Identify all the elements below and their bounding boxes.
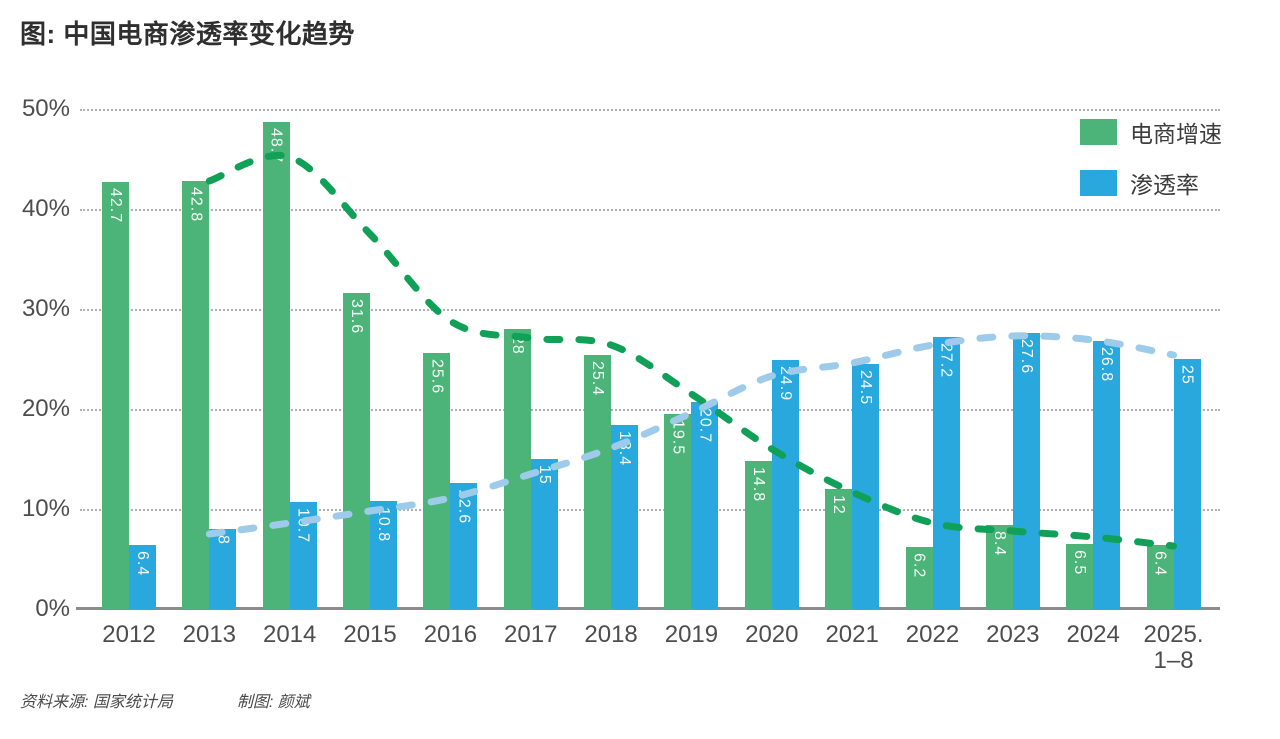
x-tick-label: 2012 bbox=[102, 621, 156, 648]
x-tick-label: 2017 bbox=[504, 621, 558, 648]
growth-bar bbox=[1066, 544, 1094, 609]
legend: 电商增速 渗透率 bbox=[1080, 115, 1222, 217]
x-tick-label: 2013 bbox=[182, 621, 237, 648]
x-tick-label: 2016 bbox=[423, 621, 478, 648]
bar-value-label: 6.5 bbox=[1071, 550, 1089, 576]
bar-value-label: 12.6 bbox=[455, 489, 473, 525]
y-axis-tick-label: 10% bbox=[21, 495, 70, 522]
chart-footer: 资料来源: 国家统计局 制图: 颜斌 bbox=[20, 688, 310, 712]
bar-value-label: 10.7 bbox=[294, 508, 312, 544]
penetration-bar bbox=[1012, 333, 1040, 609]
x-tick-label: 2018 bbox=[584, 621, 638, 648]
y-axis-tick-label: 40% bbox=[21, 195, 70, 222]
gridline bbox=[80, 209, 1220, 211]
bar-value-label: 27.6 bbox=[1017, 339, 1035, 375]
bar-value-label: 8.4 bbox=[990, 531, 1008, 557]
bar-value-label: 25.6 bbox=[428, 359, 446, 395]
bar-value-label: 48.7 bbox=[267, 128, 285, 164]
growth-bar bbox=[262, 122, 290, 609]
bar-value-label: 28 bbox=[508, 335, 526, 355]
y-axis-tick-label: 30% bbox=[21, 295, 70, 322]
bar-value-label: 19.5 bbox=[669, 420, 687, 456]
bar-value-label: 42.7 bbox=[107, 188, 124, 224]
x-tick-label: 2025. 1–8 bbox=[1143, 621, 1204, 675]
credit-label: 制图: 颜斌 bbox=[236, 694, 310, 711]
growth-bar bbox=[1146, 545, 1174, 609]
legend-label-penetration: 渗透率 bbox=[1130, 172, 1199, 198]
legend-swatch-growth-icon bbox=[1080, 119, 1117, 145]
x-tick-label: 2020 bbox=[745, 621, 799, 648]
x-tick-label: 2022 bbox=[905, 621, 960, 648]
bar-value-label: 8 bbox=[214, 535, 232, 545]
legend-item-growth: 电商增速 bbox=[1080, 115, 1222, 149]
bar-value-label: 25.4 bbox=[589, 361, 607, 397]
bar-value-label: 6.4 bbox=[1151, 551, 1169, 577]
penetration-bar bbox=[129, 545, 156, 609]
bar-value-label: 10.8 bbox=[375, 507, 393, 543]
bar-value-label: 20.7 bbox=[696, 408, 714, 444]
chart-title: 图: 中国电商渗透率变化趋势 bbox=[20, 19, 355, 49]
x-tick-label: 2019 bbox=[664, 621, 719, 648]
bar-value-label: 24.5 bbox=[857, 370, 875, 406]
penetration-bar bbox=[1173, 359, 1201, 609]
growth-bar bbox=[102, 182, 129, 609]
legend-item-penetration: 渗透率 bbox=[1080, 166, 1222, 200]
legend-label-growth: 电商增速 bbox=[1130, 121, 1222, 147]
y-axis-tick-label: 50% bbox=[21, 95, 70, 122]
growth-bar bbox=[343, 293, 371, 609]
bar-value-label: 27.2 bbox=[937, 343, 955, 379]
gridline bbox=[80, 109, 1220, 111]
gridline bbox=[80, 509, 1220, 511]
bar-value-label: 31.6 bbox=[348, 299, 366, 335]
x-axis-line bbox=[76, 607, 1220, 610]
x-tick-label: 2021 bbox=[825, 621, 879, 648]
growth-bar bbox=[182, 181, 210, 609]
y-axis-tick-label: 20% bbox=[21, 395, 70, 422]
y-axis-tick-label: 0% bbox=[35, 595, 70, 622]
x-tick-label: 2014 bbox=[262, 621, 317, 648]
source-label: 资料来源: 国家统计局 bbox=[20, 694, 173, 711]
bar-value-label: 26.8 bbox=[1098, 347, 1116, 383]
gridline bbox=[80, 309, 1220, 311]
bar-value-label: 14.8 bbox=[749, 467, 767, 503]
bar-value-label: 6.2 bbox=[910, 553, 928, 579]
growth-bar bbox=[503, 329, 531, 609]
bar-value-label: 18.4 bbox=[616, 431, 634, 467]
bar-value-label: 15 bbox=[535, 465, 553, 485]
bar-value-label: 25 bbox=[1178, 365, 1196, 385]
x-tick-label: 2015 bbox=[343, 621, 397, 648]
bar-value-label: 6.4 bbox=[134, 551, 151, 577]
bar-value-label: 42.8 bbox=[187, 187, 205, 223]
bar-value-label: 24.9 bbox=[776, 366, 794, 402]
x-tick-label: 2023 bbox=[986, 621, 1040, 648]
gridline bbox=[80, 409, 1220, 411]
growth-bar bbox=[905, 547, 933, 609]
legend-swatch-penetration-icon bbox=[1080, 170, 1117, 196]
bar-value-label: 12 bbox=[830, 495, 848, 515]
x-tick-label: 2024 bbox=[1066, 621, 1120, 648]
